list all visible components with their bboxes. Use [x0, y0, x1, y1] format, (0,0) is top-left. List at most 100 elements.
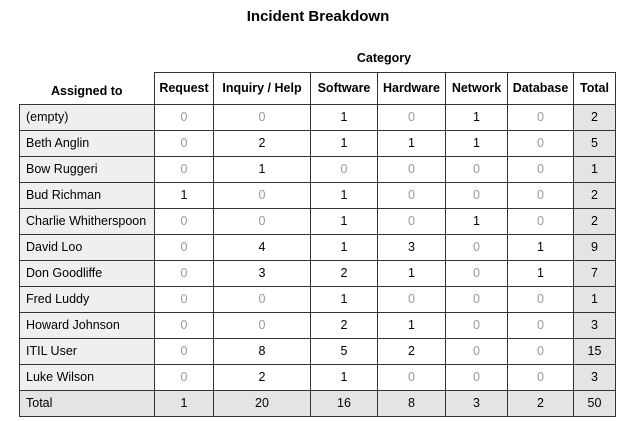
cell-request[interactable]: 0 — [154, 259, 214, 287]
cell-software[interactable]: 1 — [310, 285, 378, 313]
assignee-name[interactable]: (empty) — [19, 103, 155, 131]
cell-database[interactable]: 0 — [507, 337, 574, 365]
assignee-name[interactable]: David Loo — [19, 233, 155, 261]
cell-network[interactable]: 0 — [445, 337, 508, 365]
cell-database[interactable]: 2 — [507, 389, 574, 417]
cell-inquiry-help[interactable]: 0 — [213, 103, 311, 131]
cell-request[interactable]: 0 — [154, 129, 214, 157]
cell-network[interactable]: 0 — [445, 363, 508, 391]
cell-total[interactable]: 2 — [573, 181, 616, 209]
cell-software[interactable]: 1 — [310, 181, 378, 209]
column-header-hardware[interactable]: Hardware — [377, 72, 446, 105]
cell-hardware[interactable]: 3 — [377, 233, 446, 261]
cell-network[interactable]: 0 — [445, 259, 508, 287]
cell-software[interactable]: 1 — [310, 207, 378, 235]
assignee-name[interactable]: ITIL User — [19, 337, 155, 365]
cell-total[interactable]: 7 — [573, 259, 616, 287]
column-header-total[interactable]: Total — [573, 72, 616, 105]
cell-total[interactable]: 50 — [573, 389, 616, 417]
cell-database[interactable]: 0 — [507, 207, 574, 235]
column-header-software[interactable]: Software — [310, 72, 378, 105]
cell-network[interactable]: 0 — [445, 181, 508, 209]
cell-network[interactable]: 1 — [445, 207, 508, 235]
assignee-name[interactable]: Fred Luddy — [19, 285, 155, 313]
cell-database[interactable]: 0 — [507, 363, 574, 391]
cell-total[interactable]: 9 — [573, 233, 616, 261]
cell-network[interactable]: 0 — [445, 155, 508, 183]
cell-hardware[interactable]: 1 — [377, 129, 446, 157]
assignee-name[interactable]: Charlie Whitherspoon — [19, 207, 155, 235]
cell-hardware[interactable]: 0 — [377, 207, 446, 235]
column-header-request[interactable]: Request — [154, 72, 214, 105]
cell-inquiry-help[interactable]: 1 — [213, 155, 311, 183]
column-header-database[interactable]: Database — [507, 72, 574, 105]
cell-software[interactable]: 0 — [310, 155, 378, 183]
cell-inquiry-help[interactable]: 0 — [213, 181, 311, 209]
cell-request[interactable]: 0 — [154, 155, 214, 183]
column-header-network[interactable]: Network — [445, 72, 508, 105]
cell-total[interactable]: 3 — [573, 363, 616, 391]
cell-network[interactable]: 1 — [445, 103, 508, 131]
cell-total[interactable]: 3 — [573, 311, 616, 339]
cell-software[interactable]: 2 — [310, 259, 378, 287]
cell-hardware[interactable]: 1 — [377, 259, 446, 287]
cell-hardware[interactable]: 0 — [377, 103, 446, 131]
cell-database[interactable]: 0 — [507, 181, 574, 209]
cell-request[interactable]: 1 — [154, 389, 214, 417]
cell-hardware[interactable]: 2 — [377, 337, 446, 365]
cell-request[interactable]: 0 — [154, 233, 214, 261]
cell-total[interactable]: 1 — [573, 285, 616, 313]
cell-database[interactable]: 1 — [507, 259, 574, 287]
cell-software[interactable]: 16 — [310, 389, 378, 417]
cell-software[interactable]: 1 — [310, 363, 378, 391]
cell-hardware[interactable]: 8 — [377, 389, 446, 417]
cell-total[interactable]: 15 — [573, 337, 616, 365]
column-header-inquiry-help[interactable]: Inquiry / Help — [213, 72, 311, 105]
cell-inquiry-help[interactable]: 3 — [213, 259, 311, 287]
cell-hardware[interactable]: 0 — [377, 363, 446, 391]
cell-software[interactable]: 2 — [310, 311, 378, 339]
cell-network[interactable]: 0 — [445, 285, 508, 313]
cell-total[interactable]: 1 — [573, 155, 616, 183]
cell-network[interactable]: 0 — [445, 311, 508, 339]
total-label[interactable]: Total — [19, 389, 155, 417]
cell-database[interactable]: 0 — [507, 129, 574, 157]
cell-inquiry-help[interactable]: 4 — [213, 233, 311, 261]
cell-database[interactable]: 0 — [507, 155, 574, 183]
cell-software[interactable]: 1 — [310, 103, 378, 131]
cell-hardware[interactable]: 1 — [377, 311, 446, 339]
cell-software[interactable]: 1 — [310, 129, 378, 157]
cell-request[interactable]: 1 — [154, 181, 214, 209]
cell-total[interactable]: 2 — [573, 207, 616, 235]
assignee-name[interactable]: Bow Ruggeri — [19, 155, 155, 183]
cell-software[interactable]: 1 — [310, 233, 378, 261]
cell-hardware[interactable]: 0 — [377, 181, 446, 209]
cell-inquiry-help[interactable]: 2 — [213, 363, 311, 391]
cell-hardware[interactable]: 0 — [377, 155, 446, 183]
cell-inquiry-help[interactable]: 8 — [213, 337, 311, 365]
cell-total[interactable]: 2 — [573, 103, 616, 131]
assignee-name[interactable]: Luke Wilson — [19, 363, 155, 391]
assignee-name[interactable]: Bud Richman — [19, 181, 155, 209]
cell-inquiry-help[interactable]: 0 — [213, 207, 311, 235]
cell-network[interactable]: 3 — [445, 389, 508, 417]
cell-inquiry-help[interactable]: 0 — [213, 285, 311, 313]
cell-database[interactable]: 0 — [507, 103, 574, 131]
cell-database[interactable]: 0 — [507, 285, 574, 313]
cell-request[interactable]: 0 — [154, 363, 214, 391]
cell-request[interactable]: 0 — [154, 285, 214, 313]
cell-network[interactable]: 0 — [445, 233, 508, 261]
assignee-name[interactable]: Beth Anglin — [19, 129, 155, 157]
cell-database[interactable]: 0 — [507, 311, 574, 339]
cell-database[interactable]: 1 — [507, 233, 574, 261]
cell-request[interactable]: 0 — [154, 207, 214, 235]
cell-software[interactable]: 5 — [310, 337, 378, 365]
cell-total[interactable]: 5 — [573, 129, 616, 157]
cell-inquiry-help[interactable]: 2 — [213, 129, 311, 157]
assignee-name[interactable]: Don Goodliffe — [19, 259, 155, 287]
cell-inquiry-help[interactable]: 0 — [213, 311, 311, 339]
cell-request[interactable]: 0 — [154, 337, 214, 365]
cell-request[interactable]: 0 — [154, 311, 214, 339]
cell-inquiry-help[interactable]: 20 — [213, 389, 311, 417]
assignee-name[interactable]: Howard Johnson — [19, 311, 155, 339]
